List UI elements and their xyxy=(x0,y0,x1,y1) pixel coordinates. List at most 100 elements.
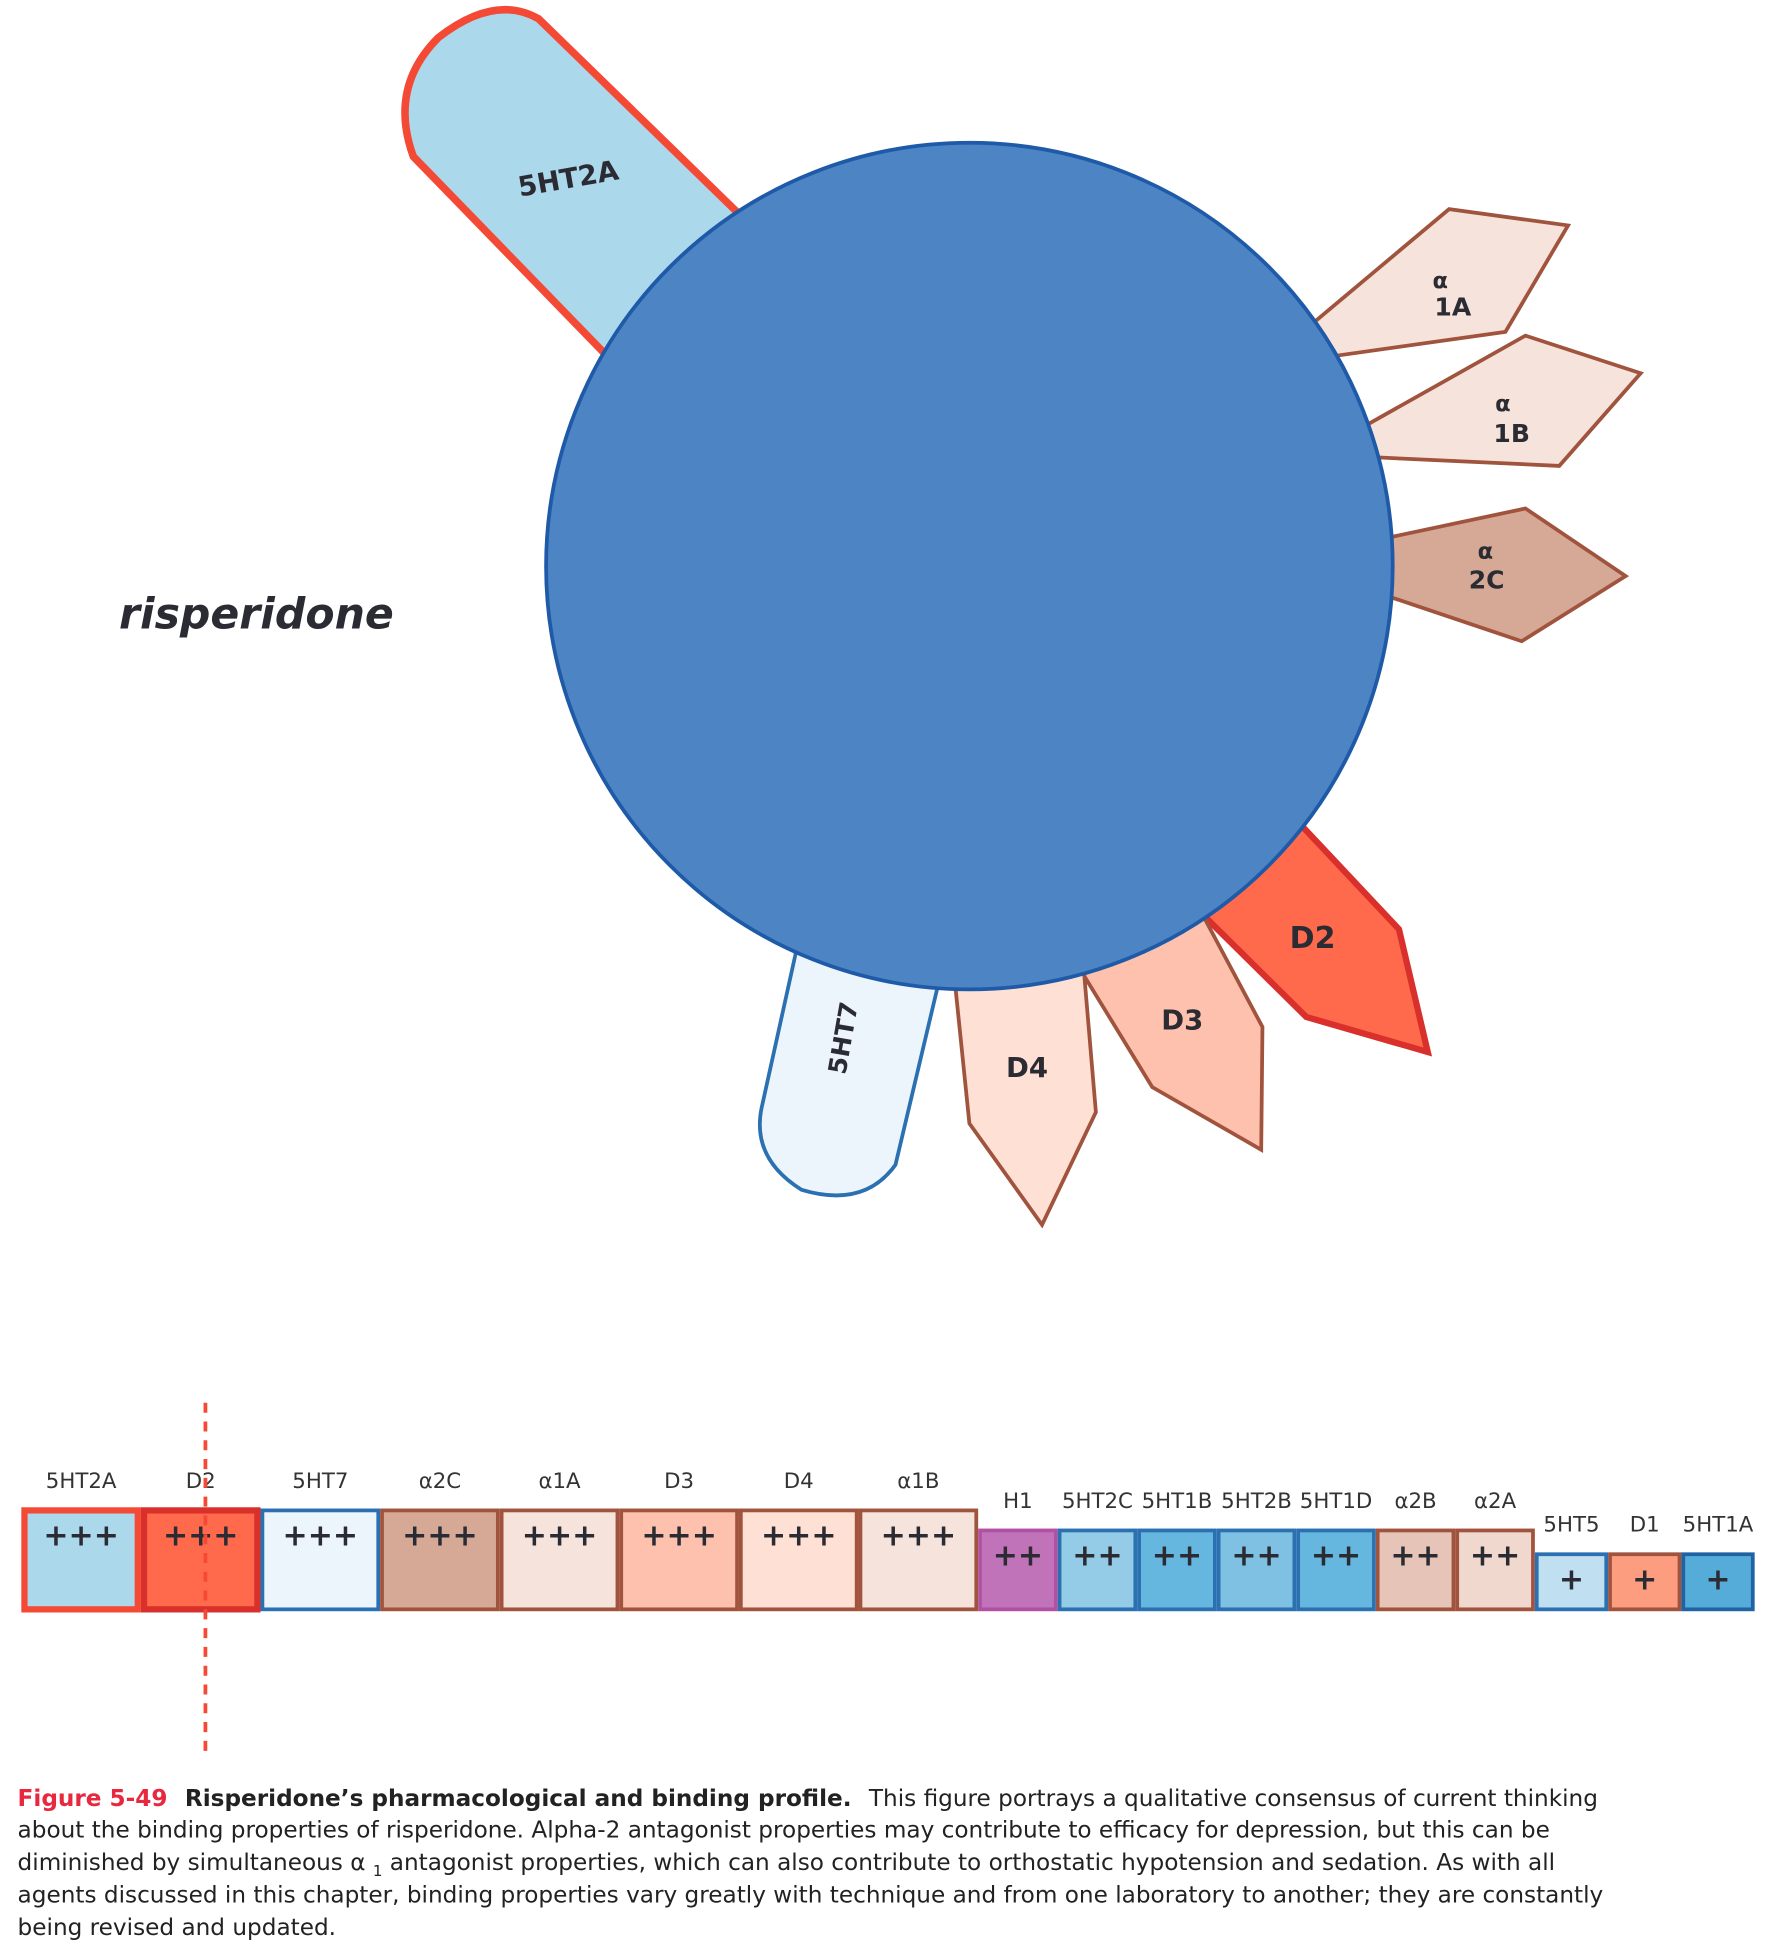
binding-cell: +++ α1B xyxy=(858,1469,979,1612)
affinity-plus: ++ xyxy=(1152,1539,1202,1574)
affinity-plus: +++ xyxy=(881,1518,957,1553)
figure-title: Risperidone’s pharmacological and bindin… xyxy=(185,1786,852,1812)
label-alpha: α xyxy=(1495,391,1510,417)
svg-text:Figure 5-49 Risperidone’: Figure 5-49 Risperidone’s pharmacologica… xyxy=(18,1786,1598,1812)
binding-box xyxy=(1137,1528,1217,1612)
binding-box xyxy=(380,1508,500,1612)
binding-box xyxy=(1057,1528,1138,1612)
label-d4: D4 xyxy=(1006,1052,1048,1084)
receptor-label: 5HT2B xyxy=(1221,1489,1292,1514)
caption-line2: about the binding properties of risperid… xyxy=(18,1817,1550,1843)
affinity-plus: +++ xyxy=(43,1518,119,1553)
affinity-plus: ++ xyxy=(1470,1539,1520,1574)
label-2c: 2C xyxy=(1469,566,1505,595)
receptor-label: D3 xyxy=(664,1469,694,1494)
svg-text:diminished by simultaneous α: diminished by simultaneous α 1 antagonis… xyxy=(18,1850,1556,1882)
receptor-label: D2 xyxy=(186,1469,216,1494)
receptor-d4: D4 xyxy=(952,962,1098,1229)
binding-cell: +++ α1A xyxy=(499,1469,620,1612)
binding-cell: ++ 5HT1D xyxy=(1296,1489,1376,1612)
receptor-alpha2c: α 2C xyxy=(1382,506,1630,644)
caption-line3a: diminished by simultaneous α xyxy=(18,1850,366,1876)
binding-cell: +++ D4 xyxy=(738,1469,859,1612)
affinity-plus: + xyxy=(1632,1562,1657,1597)
binding-cell: +5HT1A xyxy=(1681,1513,1755,1612)
binding-box xyxy=(738,1508,859,1612)
receptor-label: 5HT7 xyxy=(292,1469,348,1494)
receptor-label: 5HT1B xyxy=(1142,1489,1213,1514)
binding-box xyxy=(499,1508,620,1612)
binding-cell: ++ 5HT2C xyxy=(1057,1489,1138,1612)
binding-box xyxy=(619,1508,739,1612)
affinity-plus: ++ xyxy=(1072,1539,1122,1574)
binding-box xyxy=(858,1508,979,1612)
binding-box xyxy=(260,1508,381,1612)
binding-box xyxy=(1216,1528,1297,1612)
label-1b: 1B xyxy=(1493,419,1529,448)
affinity-plus: +++ xyxy=(761,1518,837,1553)
drug-molecule-circle xyxy=(544,140,1395,992)
figure-caption: Figure 5-49 Risperidone’s pharmacologica… xyxy=(18,1786,1604,1941)
binding-box xyxy=(978,1528,1058,1612)
binding-cell: +++ D2 xyxy=(140,1469,261,1613)
binding-box xyxy=(1455,1528,1535,1612)
affinity-plus: ++ xyxy=(993,1539,1043,1574)
binding-cell: +++ 5HT7 xyxy=(260,1469,381,1612)
binding-box xyxy=(1534,1552,1609,1612)
caption-line4: agents discussed in this chapter, bindin… xyxy=(18,1882,1604,1908)
label-d2: D2 xyxy=(1290,921,1336,956)
caption-line3b: antagonist properties, which can also co… xyxy=(390,1850,1555,1876)
caption-line3-sub: 1 xyxy=(373,1862,383,1880)
binding-cell: +++ α2C xyxy=(380,1469,500,1612)
binding-strip: +++5HT2A+++D2+++5HT7+++α2C+++α1A+++D3+++… xyxy=(21,1469,1755,1613)
receptor-label: 5HT1A xyxy=(1683,1513,1754,1538)
receptor-label: α2A xyxy=(1474,1489,1517,1514)
binding-cell: ++ 5HT2B xyxy=(1216,1489,1297,1612)
binding-cell: ++ 5HT1B xyxy=(1137,1489,1217,1612)
binding-box xyxy=(21,1507,141,1613)
affinity-plus: ++ xyxy=(1231,1539,1281,1574)
binding-cell: ++ H1 xyxy=(978,1489,1058,1612)
binding-cell: +++ 5HT2A xyxy=(21,1469,141,1613)
binding-cell: ++ α2A xyxy=(1455,1489,1535,1612)
binding-cell: +5HT5 xyxy=(1534,1513,1609,1612)
receptor-alpha1b: α 1B xyxy=(1363,333,1644,468)
label-1a: 1A xyxy=(1434,293,1471,322)
affinity-plus: + xyxy=(1559,1562,1584,1597)
receptor-label: α1A xyxy=(538,1469,581,1494)
affinity-plus: +++ xyxy=(641,1518,717,1553)
affinity-plus: +++ xyxy=(283,1518,359,1553)
receptor-label: D4 xyxy=(784,1469,814,1494)
receptor-label: α2C xyxy=(419,1469,461,1494)
binding-box xyxy=(1296,1528,1376,1612)
binding-cell: ++ α2B xyxy=(1375,1489,1456,1612)
binding-box xyxy=(140,1507,261,1613)
receptor-label: 5HT2C xyxy=(1062,1489,1133,1514)
drug-name: risperidone xyxy=(119,590,394,640)
binding-cell: + D1 xyxy=(1608,1513,1682,1612)
receptor-label: 5HT1D xyxy=(1300,1489,1372,1514)
affinity-plus: + xyxy=(1705,1562,1730,1597)
receptor-label: 5HT2A xyxy=(46,1469,117,1494)
affinity-plus: ++ xyxy=(1390,1539,1440,1574)
receptor-label: H1 xyxy=(1003,1489,1033,1514)
receptor-5ht7: 5HT7 xyxy=(757,924,955,1198)
label-alpha: α xyxy=(1433,268,1448,294)
caption-line5: being revised and updated. xyxy=(18,1915,336,1941)
binding-box xyxy=(1375,1528,1456,1612)
receptor-label: 5HT5 xyxy=(1543,1513,1599,1538)
receptor-label: α1B xyxy=(897,1469,939,1494)
receptor-alpha1a: α 1A xyxy=(1299,207,1572,359)
receptor-label: D1 xyxy=(1630,1513,1660,1538)
affinity-plus: +++ xyxy=(522,1518,598,1553)
label-alpha: α xyxy=(1478,539,1493,565)
affinity-plus: ++ xyxy=(1311,1539,1361,1574)
receptor-label: α2B xyxy=(1394,1489,1436,1514)
affinity-plus: +++ xyxy=(163,1518,239,1553)
binding-box xyxy=(1681,1552,1755,1612)
affinity-plus: +++ xyxy=(402,1518,478,1553)
caption-line1: This figure portrays a qualitative conse… xyxy=(868,1786,1598,1812)
label-d3: D3 xyxy=(1161,1004,1203,1036)
figure-label: Figure 5-49 xyxy=(18,1786,168,1812)
